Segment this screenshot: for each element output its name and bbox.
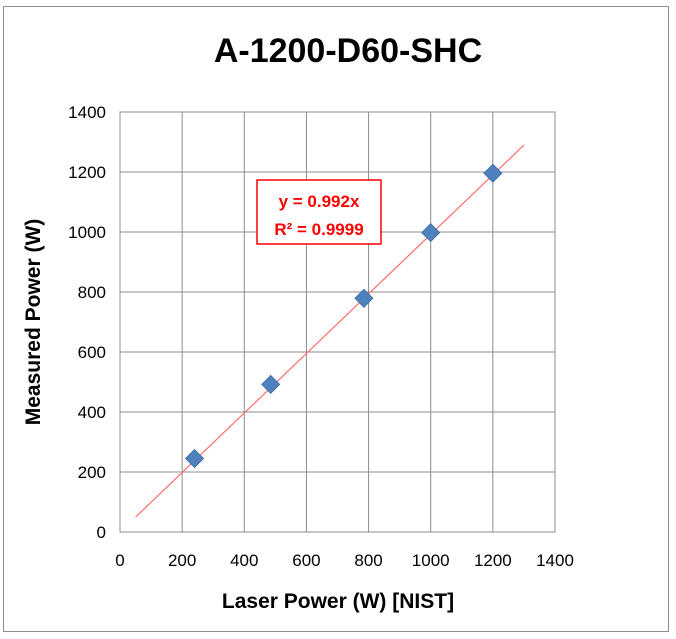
x-tick-label: 400 [230, 551, 258, 570]
r-squared-text: R² = 0.9999 [274, 220, 363, 239]
plot-area-border [119, 111, 556, 533]
x-tick-label: 0 [115, 551, 124, 570]
trendline-equation-box: y = 0.992x R² = 0.9999 [256, 179, 382, 245]
x-tick-label: 1000 [412, 551, 450, 570]
equation-box-border [256, 179, 382, 245]
data-point [483, 163, 503, 183]
y-axis-title: Measured Power (W) [22, 219, 45, 426]
y-tick-label: 200 [78, 463, 106, 482]
chart-frame [3, 6, 669, 632]
data-point [185, 448, 205, 469]
x-tick-label: 1400 [536, 551, 574, 570]
y-tick-label: 600 [78, 343, 106, 362]
y-tick-label: 400 [78, 403, 106, 422]
y-tick-label: 1200 [68, 163, 106, 182]
y-tick-label: 0 [97, 523, 106, 542]
x-tick-label: 800 [354, 551, 382, 570]
x-tick-label: 600 [292, 551, 320, 570]
x-tick-label: 200 [168, 551, 196, 570]
x-tick-label: 1200 [474, 551, 512, 570]
data-points [185, 163, 503, 469]
data-point [421, 223, 441, 243]
y-tick-label: 1000 [68, 223, 106, 242]
x-axis-title: Laser Power (W) [NIST] [222, 590, 454, 613]
y-tick-label: 800 [78, 283, 106, 302]
equation-text: y = 0.992x [279, 192, 360, 211]
data-point [354, 288, 374, 308]
data-point [261, 374, 281, 394]
chart-title: A-1200-D60-SHC [214, 32, 482, 70]
x-axis-ticks: 0 200 400 600 800 1000 1200 1400 [115, 551, 574, 570]
y-axis-ticks: 0 200 400 600 800 1000 1200 1400 [68, 103, 106, 542]
y-tick-label: 1400 [68, 103, 106, 122]
